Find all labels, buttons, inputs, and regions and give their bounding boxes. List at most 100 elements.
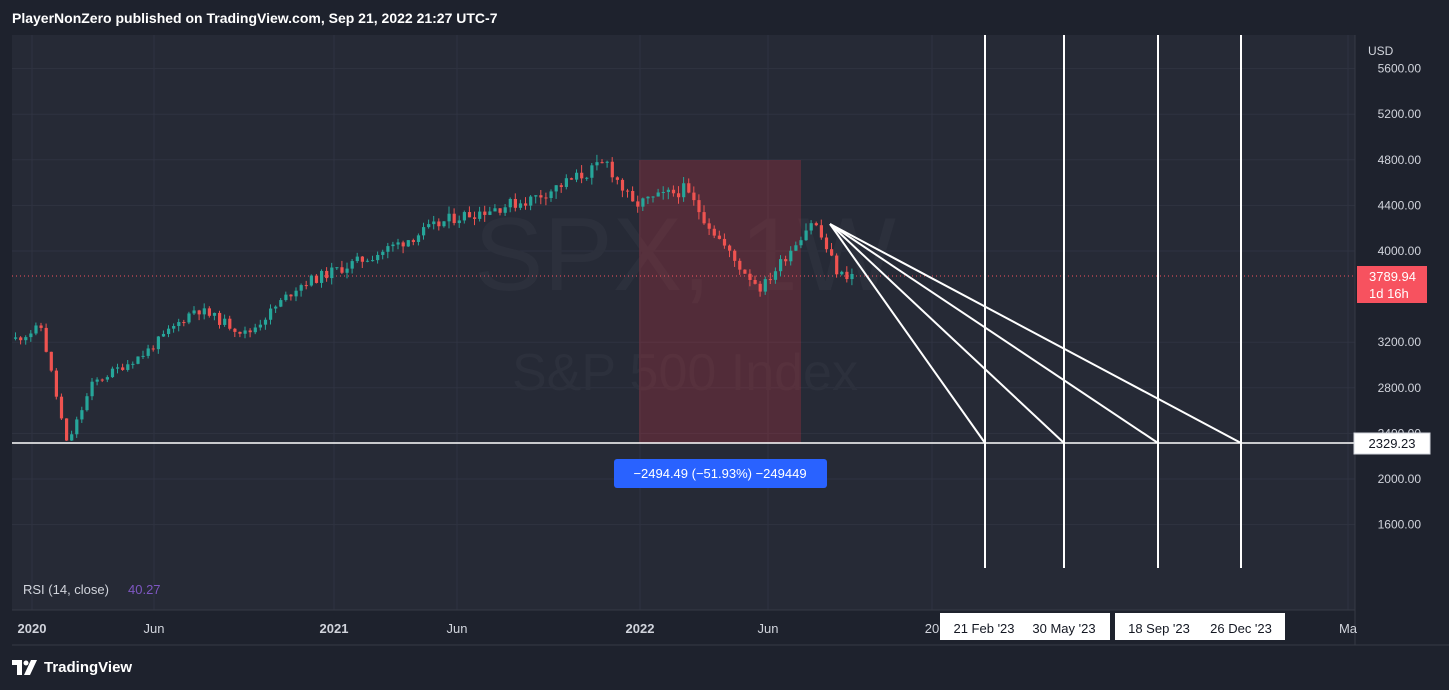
candle-body bbox=[564, 178, 568, 187]
candle-body bbox=[646, 196, 650, 199]
tradingview-logo[interactable]: TradingView bbox=[12, 659, 132, 676]
candle-body bbox=[258, 324, 262, 328]
candle-body bbox=[661, 191, 665, 193]
candle-body bbox=[365, 260, 370, 262]
candle-body bbox=[207, 308, 211, 316]
candle-body bbox=[386, 246, 390, 252]
candle-body bbox=[666, 189, 670, 192]
candle-body bbox=[116, 367, 120, 369]
candle-body bbox=[575, 172, 579, 180]
trend-line-may-23 bbox=[829, 223, 1065, 444]
candle-body bbox=[131, 363, 135, 365]
price-tick-label: 1600.00 bbox=[1378, 518, 1422, 532]
support-price-badge: 2329.23 bbox=[1353, 432, 1431, 455]
candle-body bbox=[202, 308, 206, 315]
candle-body bbox=[304, 285, 308, 287]
candle-body bbox=[814, 223, 818, 226]
candle-body bbox=[177, 322, 181, 326]
candle-body bbox=[442, 221, 446, 227]
candle-body bbox=[432, 221, 436, 225]
candle-body bbox=[702, 212, 706, 224]
candle-body bbox=[360, 256, 364, 262]
candle-body bbox=[580, 172, 584, 179]
candle-body bbox=[529, 196, 533, 206]
rsi-label[interactable]: RSI (14, close) bbox=[23, 582, 109, 597]
time-tick-label: Jun bbox=[447, 621, 468, 636]
candle-body bbox=[473, 217, 477, 219]
candle-body bbox=[49, 351, 53, 371]
candle-body bbox=[631, 190, 635, 202]
candle-body bbox=[70, 434, 74, 441]
candle-body bbox=[95, 379, 99, 382]
candle-body bbox=[416, 235, 421, 242]
candle-body bbox=[692, 192, 696, 201]
candle-body bbox=[105, 377, 109, 380]
candle-body bbox=[340, 267, 344, 273]
candle-body bbox=[279, 300, 283, 307]
candle-body bbox=[269, 308, 273, 320]
measure-label-bg bbox=[614, 459, 827, 488]
candle-body bbox=[753, 279, 757, 284]
candle-body bbox=[121, 367, 125, 370]
price-tick-label: 4400.00 bbox=[1378, 198, 1422, 212]
candle-body bbox=[75, 419, 79, 435]
candle-body bbox=[524, 203, 528, 206]
publish-header: PlayerNonZero published on TradingView.c… bbox=[12, 10, 498, 26]
candle-body bbox=[371, 260, 375, 262]
candle-body bbox=[243, 330, 247, 334]
candle-body bbox=[478, 211, 482, 219]
candle-body bbox=[146, 348, 150, 356]
candle-body bbox=[325, 270, 329, 279]
candle-body bbox=[682, 183, 686, 198]
candlestick-series[interactable] bbox=[14, 154, 854, 441]
candle-body bbox=[80, 410, 84, 420]
currency-label: USD bbox=[1368, 44, 1394, 58]
candle-body bbox=[620, 179, 625, 191]
candle-body bbox=[85, 396, 89, 411]
candle-body bbox=[554, 185, 558, 192]
candle-body bbox=[437, 221, 441, 227]
candle-body bbox=[467, 212, 472, 218]
candle-body bbox=[156, 336, 160, 350]
price-tick-label: 5600.00 bbox=[1378, 62, 1422, 76]
candle-body bbox=[656, 192, 660, 197]
candle-body bbox=[330, 267, 334, 279]
candle-body bbox=[192, 310, 196, 314]
candle-body bbox=[406, 240, 410, 247]
candle-body bbox=[508, 198, 512, 208]
candle-body bbox=[768, 279, 772, 281]
candle-body bbox=[743, 269, 747, 274]
candle-body bbox=[835, 255, 839, 275]
candle-body bbox=[728, 245, 732, 251]
candle-body bbox=[559, 185, 563, 187]
candle-body bbox=[707, 223, 711, 229]
candle-body bbox=[355, 256, 359, 262]
date-label-may-23: 30 May '23 bbox=[1032, 621, 1095, 636]
candle-body bbox=[809, 223, 813, 231]
candle-body bbox=[320, 270, 324, 283]
date-range-label-bg-2 bbox=[1115, 613, 1285, 640]
candle-body bbox=[585, 177, 589, 179]
candle-body bbox=[274, 306, 278, 309]
time-axis[interactable]: 2020 Jun 2021 Jun 2022 Jun 20 Ma bbox=[18, 621, 1358, 636]
candle-body bbox=[447, 213, 451, 222]
projection-lines[interactable] bbox=[829, 35, 1242, 568]
candle-body bbox=[422, 227, 426, 236]
candle-body bbox=[462, 212, 466, 221]
candle-body bbox=[212, 312, 217, 316]
candle-body bbox=[712, 228, 716, 236]
candle-body bbox=[488, 211, 492, 215]
candle-body bbox=[24, 337, 28, 341]
candle-body bbox=[483, 211, 487, 215]
candle-body bbox=[717, 235, 721, 239]
measure-range-box[interactable] bbox=[639, 160, 801, 443]
candle-body bbox=[401, 242, 405, 247]
candle-body bbox=[182, 322, 186, 324]
time-tick-label: 2022 bbox=[626, 621, 655, 636]
candle-body bbox=[345, 268, 349, 273]
measure-label[interactable]: −2494.49 (−51.93%) −249449 bbox=[614, 459, 827, 488]
date-label-sep-23: 18 Sep '23 bbox=[1128, 621, 1190, 636]
candle-body bbox=[54, 370, 58, 397]
candle-body bbox=[513, 198, 517, 208]
